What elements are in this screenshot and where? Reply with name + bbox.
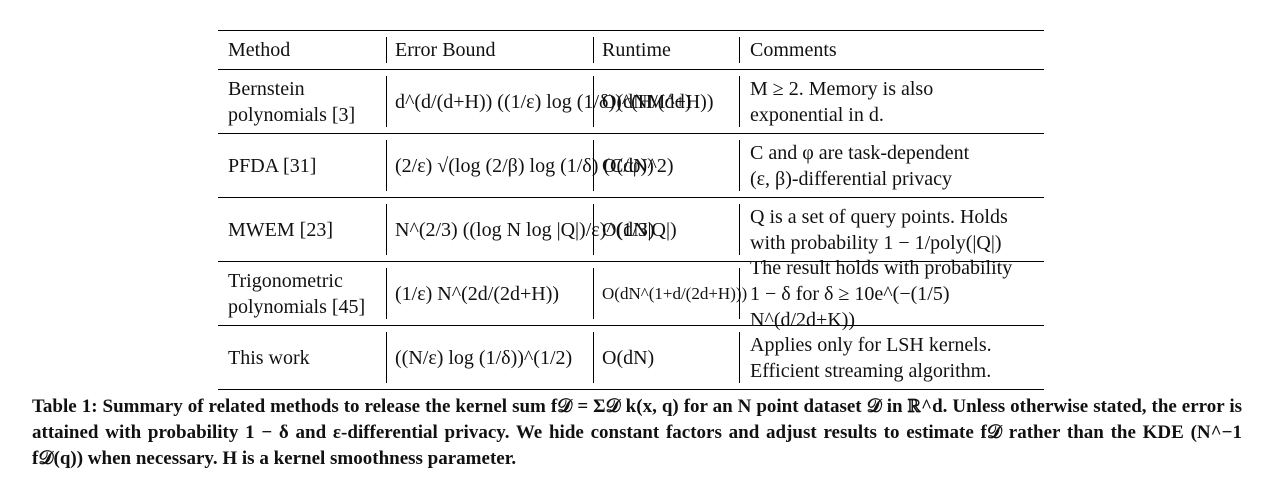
method-line: polynomials [45] xyxy=(228,295,366,318)
comment-line: Q is a set of query points. Holds xyxy=(750,205,1008,228)
comments-cell: C and φ are task-dependent (ε, β)-differ… xyxy=(739,140,1044,191)
method-cell: Bernstein polynomials [3] xyxy=(218,70,386,133)
error-bound-formula: N^(2/3) ((log N log |Q|)/ε)^(1/3) xyxy=(395,218,655,241)
method-line: Trigonometric xyxy=(228,269,343,292)
table-header-row: Method Error Bound Runtime Comments xyxy=(218,31,1044,70)
error-bound-formula: (2/ε) √(log (2/β) log (1/δ) (C/φ)) xyxy=(395,154,654,177)
header-comments: Comments xyxy=(739,37,1044,63)
table-caption: Table 1: Summary of related methods to r… xyxy=(32,396,1242,469)
error-bound-cell: d^(d/(d+H)) ((1/ε) log (1/δ))^(H/(d+H)) xyxy=(386,76,714,127)
method-line: This work xyxy=(228,346,310,369)
runtime-cell: O(dN|Q|) xyxy=(593,204,739,255)
runtime-cell: O(dN) xyxy=(593,332,739,383)
comments-cell: The result holds with probability 1 − δ … xyxy=(739,257,1044,331)
table-row: Trigonometric polynomials [45] (1/ε) N^(… xyxy=(218,257,1044,331)
error-bound-formula: d^(d/(d+H)) ((1/ε) log (1/δ))^(H/(d+H)) xyxy=(395,90,714,113)
comment-line: Applies only for LSH kernels. xyxy=(750,333,992,356)
header-runtime: Runtime xyxy=(593,37,739,63)
runtime-formula: O(dN^2) xyxy=(602,154,674,177)
error-bound-cell: N^(2/3) ((log N log |Q|)/ε)^(1/3) xyxy=(386,204,655,255)
runtime-cell: O(dN^(1+d/(2d+H))) xyxy=(593,268,747,319)
comment-line: with probability 1 − 1/poly(|Q|) xyxy=(750,231,1002,254)
runtime-formula: O(dN) xyxy=(602,346,655,369)
error-bound-cell: ((N/ε) log (1/δ))^(1/2) xyxy=(386,332,593,383)
method-line: PFDA [31] xyxy=(228,154,317,177)
table-row: PFDA [31] (2/ε) √(log (2/β) log (1/δ) (C… xyxy=(218,134,1044,198)
runtime-cell: O(dNM^d) xyxy=(593,76,739,127)
runtime-formula: O(dNM^d) xyxy=(602,90,692,113)
method-cell: MWEM [23] xyxy=(218,198,386,261)
table-row: This work ((N/ε) log (1/δ))^(1/2) O(dN) … xyxy=(218,326,1044,389)
runtime-formula: O(dN|Q|) xyxy=(602,218,677,241)
error-bound-cell: (2/ε) √(log (2/β) log (1/δ) (C/φ)) xyxy=(386,140,654,191)
error-bound-formula: (1/ε) N^(2d/(2d+H)) xyxy=(395,282,560,305)
header-error-bound: Error Bound xyxy=(386,37,593,63)
comment-line: (ε, β)-differential privacy xyxy=(750,167,953,190)
method-line: Bernstein xyxy=(228,77,305,100)
related-methods-table: Method Error Bound Runtime Comments Bern… xyxy=(218,30,1044,390)
runtime-formula: O(dN^(1+d/(2d+H))) xyxy=(602,283,748,303)
comment-line: The result holds with probability xyxy=(750,256,1013,279)
method-cell: PFDA [31] xyxy=(218,134,386,197)
table-row: MWEM [23] N^(2/3) ((log N log |Q|)/ε)^(1… xyxy=(218,198,1044,262)
method-line: polynomials [3] xyxy=(228,103,356,126)
error-bound-formula: ((N/ε) log (1/δ))^(1/2) xyxy=(395,346,573,369)
method-cell: Trigonometric polynomials [45] xyxy=(218,262,386,325)
error-bound-cell: (1/ε) N^(2d/(2d+H)) xyxy=(386,268,593,319)
header-method: Method xyxy=(228,39,291,61)
comment-line: M ≥ 2. Memory is also xyxy=(750,77,934,100)
method-cell: This work xyxy=(218,326,386,389)
comment-line: 1 − δ for δ ≥ 10e^(−(1/5) N^(d/2d+K)) xyxy=(750,282,950,331)
comments-cell: Applies only for LSH kernels. Efficient … xyxy=(739,332,1044,383)
comment-line: exponential in d. xyxy=(750,103,884,126)
method-line: MWEM [23] xyxy=(228,218,333,241)
runtime-cell: O(dN^2) xyxy=(593,140,739,191)
comment-line: C and φ are task-dependent xyxy=(750,141,970,164)
comment-line: Efficient streaming algorithm. xyxy=(750,359,992,382)
comments-cell: M ≥ 2. Memory is also exponential in d. xyxy=(739,76,1044,127)
table-row: Bernstein polynomials [3] d^(d/(d+H)) ((… xyxy=(218,70,1044,134)
comments-cell: Q is a set of query points. Holds with p… xyxy=(739,204,1044,255)
